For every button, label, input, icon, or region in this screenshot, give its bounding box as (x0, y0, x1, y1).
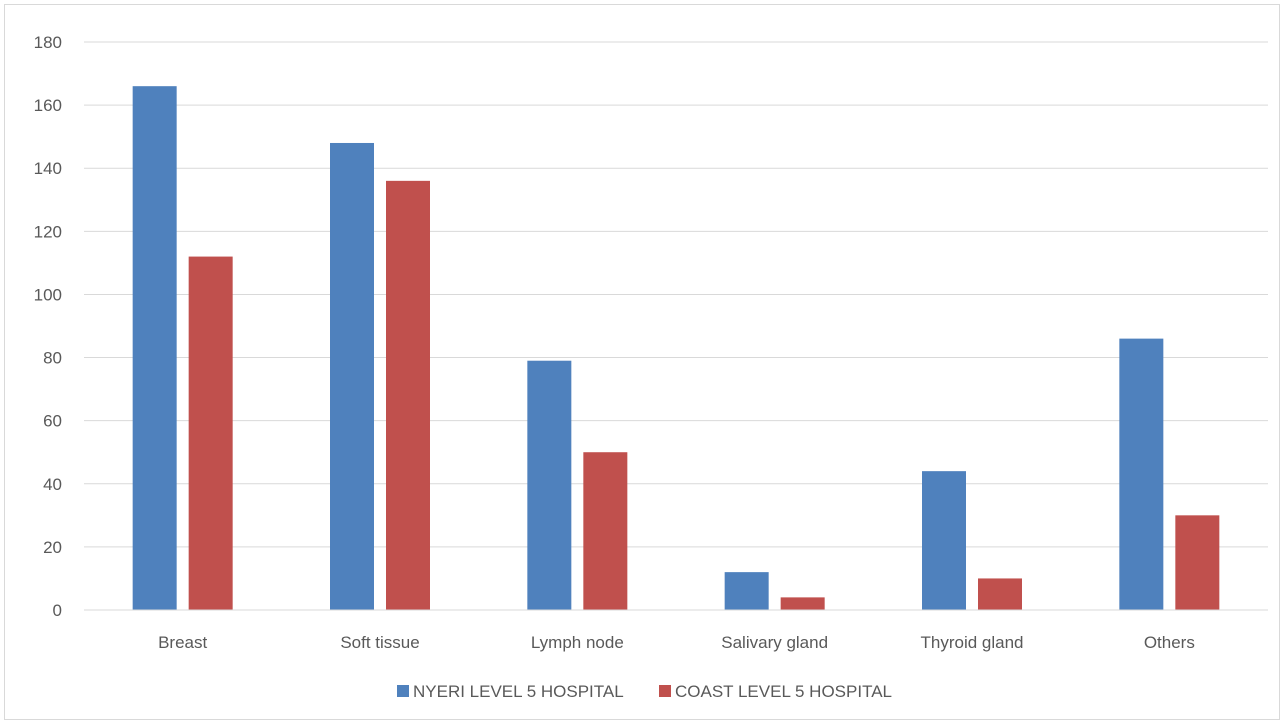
bar (724, 572, 769, 610)
bar (188, 256, 233, 610)
gridlines (84, 41, 1268, 548)
bar (1175, 515, 1220, 610)
bar (978, 578, 1022, 610)
legend: NYERI LEVEL 5 HOSPITAL COAST LEVEL 5 HOSP… (397, 682, 892, 701)
bar (1119, 338, 1164, 610)
y-tick-label: 60 (43, 412, 62, 431)
legend-swatch (659, 685, 671, 697)
x-tick-label: Salivary gland (721, 633, 828, 652)
y-tick-label: 140 (34, 159, 62, 178)
bar (132, 86, 177, 610)
bar (527, 360, 572, 610)
bar (922, 471, 966, 610)
x-tick-label: Others (1144, 633, 1195, 652)
x-tick-label: Thyroid gland (920, 633, 1023, 652)
bar (583, 452, 628, 610)
y-tick-label: 160 (34, 96, 62, 115)
bar (330, 142, 374, 610)
bar (780, 597, 825, 610)
y-tick-label: 80 (43, 349, 62, 368)
y-tick-label: 100 (34, 285, 62, 304)
y-tick-label: 120 (34, 222, 62, 241)
x-tick-label: Breast (158, 633, 207, 652)
y-tick-label: 20 (43, 538, 62, 557)
y-tick-label: 0 (53, 601, 62, 620)
legend-label: COAST LEVEL 5 HOSPITAL (675, 682, 892, 701)
x-tick-label: Soft tissue (340, 633, 419, 652)
bar (386, 180, 430, 610)
legend-label: NYERI LEVEL 5 HOSPITAL (413, 682, 624, 701)
legend-swatch (397, 685, 409, 697)
y-tick-label: 40 (43, 475, 62, 494)
bars (132, 86, 1220, 610)
y-axis-ticks: 0 20 40 60 80 100 120 140 160 180 (34, 33, 62, 620)
y-tick-label: 180 (34, 33, 62, 52)
x-axis-ticks: Breast Soft tissue Lymph node Salivary glan… (158, 633, 1195, 652)
x-tick-label: Lymph node (531, 633, 624, 652)
